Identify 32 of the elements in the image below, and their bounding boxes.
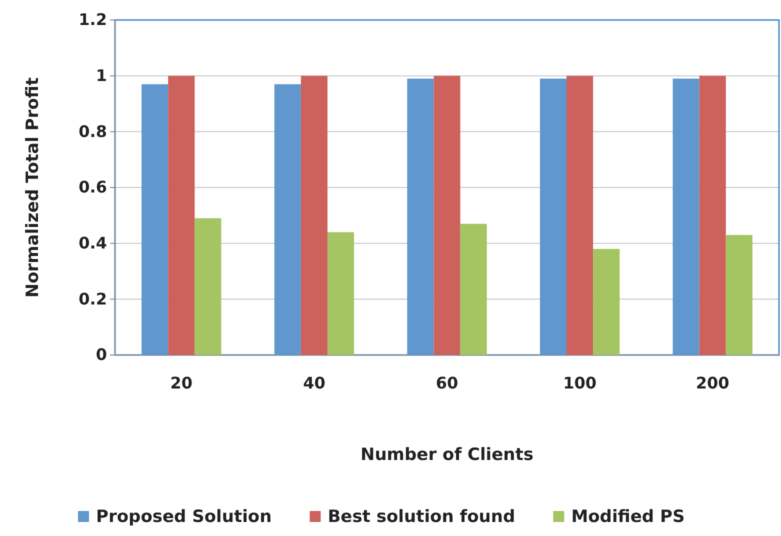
x-tick-label: 200 <box>696 373 730 392</box>
legend-label: Best solution found <box>328 507 516 527</box>
bar <box>460 224 487 355</box>
bar <box>434 76 460 355</box>
y-tick-label: 0.4 <box>78 233 107 252</box>
x-tick-label: 40 <box>303 373 326 392</box>
y-tick-label: 0.8 <box>78 122 107 141</box>
bar <box>593 248 620 355</box>
y-tick-label: 0.2 <box>78 289 107 308</box>
x-tick-label: 20 <box>170 373 193 392</box>
y-axis-title: Normalized Total Profit <box>23 77 43 298</box>
bar <box>540 78 567 355</box>
x-tick-label: 100 <box>563 373 597 392</box>
bar <box>168 76 195 355</box>
bar <box>566 76 594 355</box>
bar <box>194 218 222 355</box>
bar <box>726 234 752 355</box>
legend-label: Proposed Solution <box>96 507 272 527</box>
y-tick-label: 0.6 <box>78 178 107 197</box>
bar <box>327 232 354 355</box>
bar <box>672 78 700 355</box>
legend-label: Modified PS <box>571 507 685 527</box>
bar <box>407 78 434 355</box>
bar <box>300 76 328 355</box>
bar <box>274 84 301 355</box>
x-axis-title: Number of Clients <box>360 445 534 465</box>
bar <box>142 84 168 355</box>
y-tick-label: 1 <box>96 66 107 85</box>
y-tick-label: 1.2 <box>78 10 107 30</box>
x-tick-label: 60 <box>436 373 458 392</box>
y-tick-label: 0 <box>96 345 107 364</box>
bar <box>699 76 726 355</box>
